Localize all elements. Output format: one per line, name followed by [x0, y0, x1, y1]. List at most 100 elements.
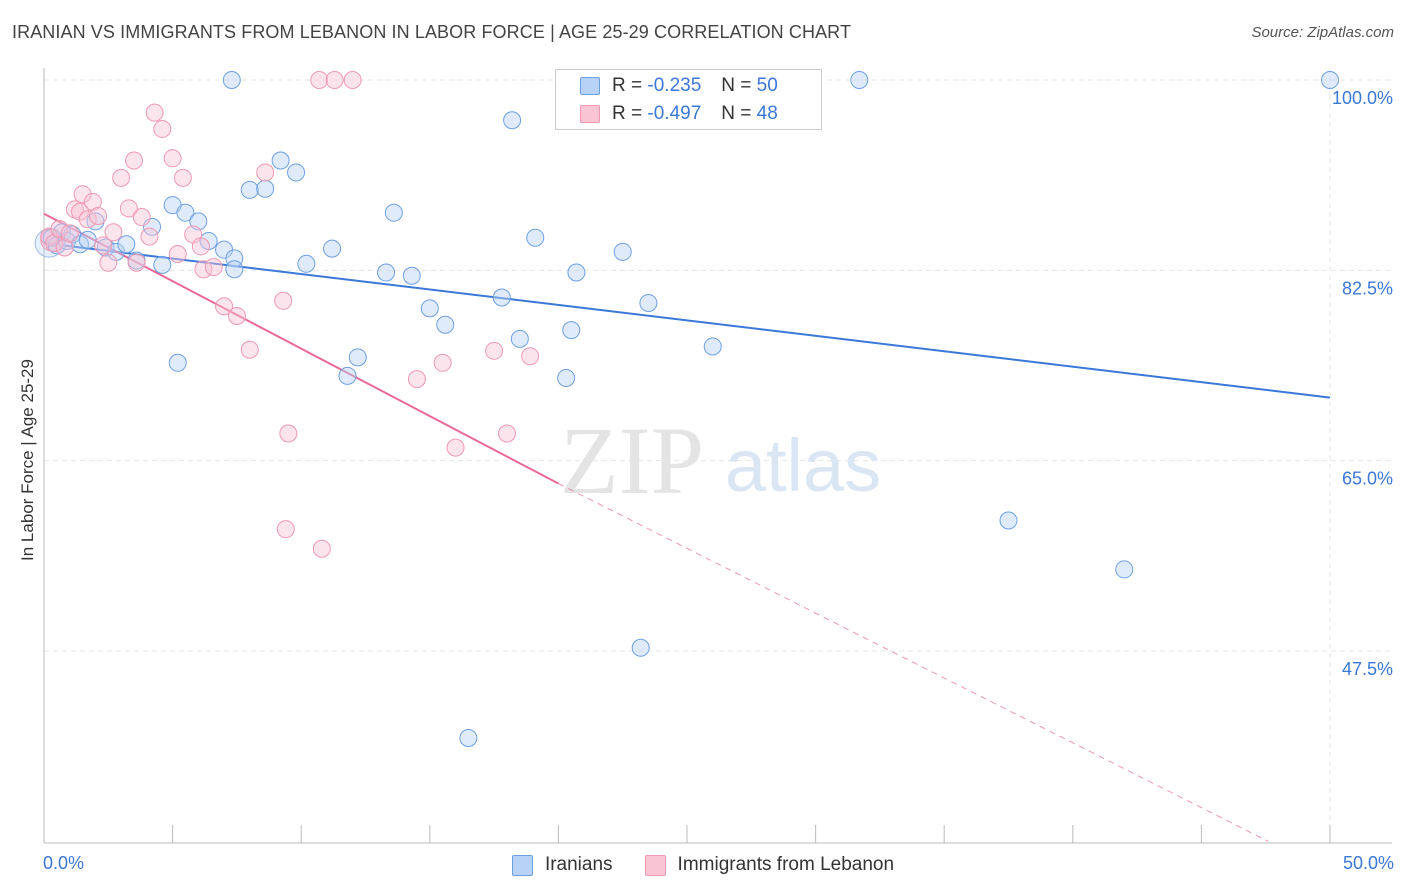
point-lebanon [127, 253, 146, 272]
point-lebanon [279, 424, 298, 443]
grid-lines [44, 68, 1392, 843]
point-lebanon [140, 227, 159, 246]
legend-n-value: 50 [756, 75, 778, 96]
legend-r-value: -0.235 [647, 75, 702, 96]
legend-item-lebanon[interactable]: Immigrants from Lebanon [644, 854, 895, 876]
point-iranians [117, 235, 136, 254]
point-iranians [402, 266, 421, 285]
y-tick-label: 47.5% [1342, 659, 1393, 679]
point-lebanon [191, 237, 210, 256]
point-iranians [436, 315, 455, 334]
legend-label-iranians: Iranians [544, 854, 613, 875]
legend-item-iranians[interactable]: Iranians [511, 854, 613, 876]
legend-swatch-iranians [580, 77, 600, 95]
point-iranians [1115, 560, 1134, 579]
point-lebanon [227, 307, 246, 326]
point-iranians [323, 239, 342, 258]
point-iranians [510, 329, 529, 348]
point-iranians [225, 260, 244, 279]
point-iranians [96, 238, 115, 257]
point-lebanon [125, 151, 144, 170]
y-tick-labels: 47.5% 65.0% 82.5% 100.0% [1332, 88, 1393, 679]
point-iranians [562, 321, 581, 340]
trend-line-lebanon-extrapolated [558, 483, 1269, 842]
point-lebanon [119, 199, 138, 218]
y-axis-label: In Labor Force | Age 25-29 [18, 359, 37, 561]
point-lebanon [433, 353, 452, 372]
point-iranians [377, 263, 396, 282]
point-lebanon [310, 71, 329, 89]
point-lebanon [446, 438, 465, 457]
point-lebanon [132, 208, 151, 227]
point-lebanon [168, 245, 187, 264]
point-lebanon [153, 119, 172, 138]
legend-label-lebanon: Immigrants from Lebanon [677, 854, 895, 875]
point-iranians [297, 254, 316, 273]
source-label: Source: ZipAtlas.com [1251, 24, 1394, 41]
legend-r-label: R = [612, 103, 643, 124]
x-tick-label-min: 0.0% [43, 853, 85, 873]
point-iranians [153, 255, 172, 274]
legend-swatch-lebanon [580, 105, 600, 123]
point-lebanon [55, 238, 74, 257]
point-lebanon [485, 341, 504, 360]
point-lebanon [163, 149, 182, 168]
point-lebanon [89, 206, 108, 225]
point-lebanon [274, 291, 293, 310]
point-lebanon [94, 236, 113, 255]
point-iranians [613, 242, 632, 261]
watermark-atlas: atlas [725, 424, 881, 507]
point-lebanon [60, 224, 79, 243]
axes [43, 68, 1392, 844]
point-iranians [176, 203, 195, 222]
point-lebanon [407, 370, 426, 389]
legend-r-value: -0.497 [647, 103, 702, 124]
point-iranians [384, 203, 403, 222]
point-lebanon [45, 234, 64, 253]
point-iranians [503, 111, 522, 130]
point-iranians [78, 230, 97, 249]
point-iranians [271, 151, 290, 170]
point-iranians [567, 263, 586, 282]
trend-lines [43, 212, 1331, 842]
point-lebanon [312, 539, 331, 558]
y-tick-label: 82.5% [1342, 278, 1393, 298]
legend-row-iranians: R = -0.235 N = 50 [580, 72, 778, 100]
legend-r-label: R = [612, 75, 643, 96]
point-lebanon [256, 163, 275, 182]
point-lebanon [145, 103, 164, 122]
y-tick-label: 100.0% [1332, 88, 1393, 108]
point-lebanon [240, 340, 259, 359]
point-lebanon [83, 192, 102, 211]
legend-n-label: N = [721, 103, 752, 124]
y-tick-label: 65.0% [1342, 469, 1393, 489]
point-iranians [1321, 71, 1339, 89]
point-iranians [348, 348, 367, 367]
point-iranians [850, 71, 869, 89]
legend-swatch-iranians [511, 854, 533, 876]
point-iranians [526, 228, 545, 247]
x-tick-label-max: 50.0% [1342, 853, 1394, 873]
point-iranians [557, 369, 576, 388]
point-lebanon [497, 424, 516, 443]
point-lebanon [71, 202, 90, 221]
watermark-zip: ZIP [560, 407, 704, 514]
point-iranians [999, 511, 1018, 530]
chart-title: IRANIAN VS IMMIGRANTS FROM LEBANON IN LA… [12, 22, 852, 42]
point-iranians [459, 729, 478, 748]
point-lebanon [521, 347, 540, 366]
point-lebanon [112, 168, 131, 187]
watermark: ZIP atlas [560, 407, 881, 514]
point-iranians [287, 163, 306, 182]
point-lebanon [104, 223, 123, 242]
point-lebanon [99, 253, 118, 272]
point-iranians [225, 249, 244, 268]
point-lebanon [276, 520, 295, 539]
trend-line-lebanon [43, 212, 559, 485]
point-lebanon [173, 168, 192, 187]
data-points [34, 71, 1339, 748]
point-iranians [256, 179, 275, 198]
point-iranians [222, 71, 241, 89]
point-lebanon [215, 297, 234, 316]
